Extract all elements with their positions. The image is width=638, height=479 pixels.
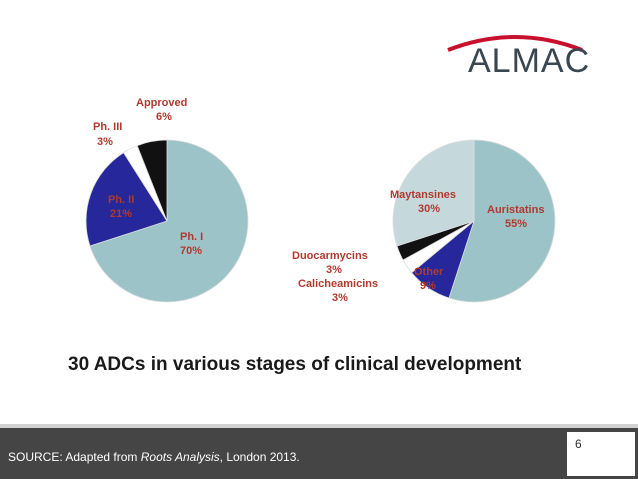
footer-accent-bar — [0, 424, 638, 428]
page-number: 6 — [575, 437, 582, 451]
pie-slice-ph2 — [85, 152, 168, 247]
pie-chart-payloads — [392, 139, 556, 303]
label-ph2: Ph. II — [108, 194, 134, 206]
pie-slice-maytansines — [392, 139, 475, 247]
pie-slice-auristatins — [448, 139, 556, 303]
label-other: Other — [414, 266, 444, 278]
source-citation: SOURCE: Adapted from Roots Analysis, Lon… — [8, 450, 300, 464]
label-duocarmycins: Duocarmycins — [292, 250, 368, 262]
page-number-box — [567, 432, 635, 476]
pie-slice-ph1 — [89, 139, 249, 303]
label-calicheamicins-pct: 3% — [332, 292, 348, 304]
label-ph1: Ph. I — [180, 231, 203, 243]
label-ph1-pct: 70% — [180, 245, 202, 257]
label-maytansines: Maytansines — [390, 189, 456, 201]
footer-bar — [0, 428, 638, 479]
label-calicheamicins: Calicheamicins — [298, 278, 378, 290]
almac-logo — [447, 35, 583, 52]
label-maytansines-pct: 30% — [418, 203, 440, 215]
logo-text: ALMAC — [468, 42, 591, 80]
pie-chart-phases — [85, 139, 249, 303]
label-ph3-pct: 3% — [97, 136, 113, 148]
label-auristatins: Auristatins — [487, 204, 544, 216]
label-ph3: Ph. III — [93, 121, 122, 133]
label-approved: Approved — [136, 97, 187, 109]
label-approved-pct: 6% — [156, 111, 172, 123]
source-prefix: SOURCE: Adapted from — [8, 450, 141, 464]
source-italic: Roots Analysis — [140, 450, 220, 464]
pie-slice-approved — [136, 139, 168, 222]
source-suffix: , London 2013. — [219, 450, 300, 464]
label-other-pct: 9% — [420, 280, 436, 292]
slide-headline: 30 ADCs in various stages of clinical de… — [68, 354, 522, 375]
charts-area: Ph. I 70% Ph. II 21% Ph. III 3% Approved… — [85, 97, 556, 304]
label-duocarmycins-pct: 3% — [326, 264, 342, 276]
label-ph2-pct: 21% — [110, 208, 132, 220]
label-auristatins-pct: 55% — [505, 218, 527, 230]
